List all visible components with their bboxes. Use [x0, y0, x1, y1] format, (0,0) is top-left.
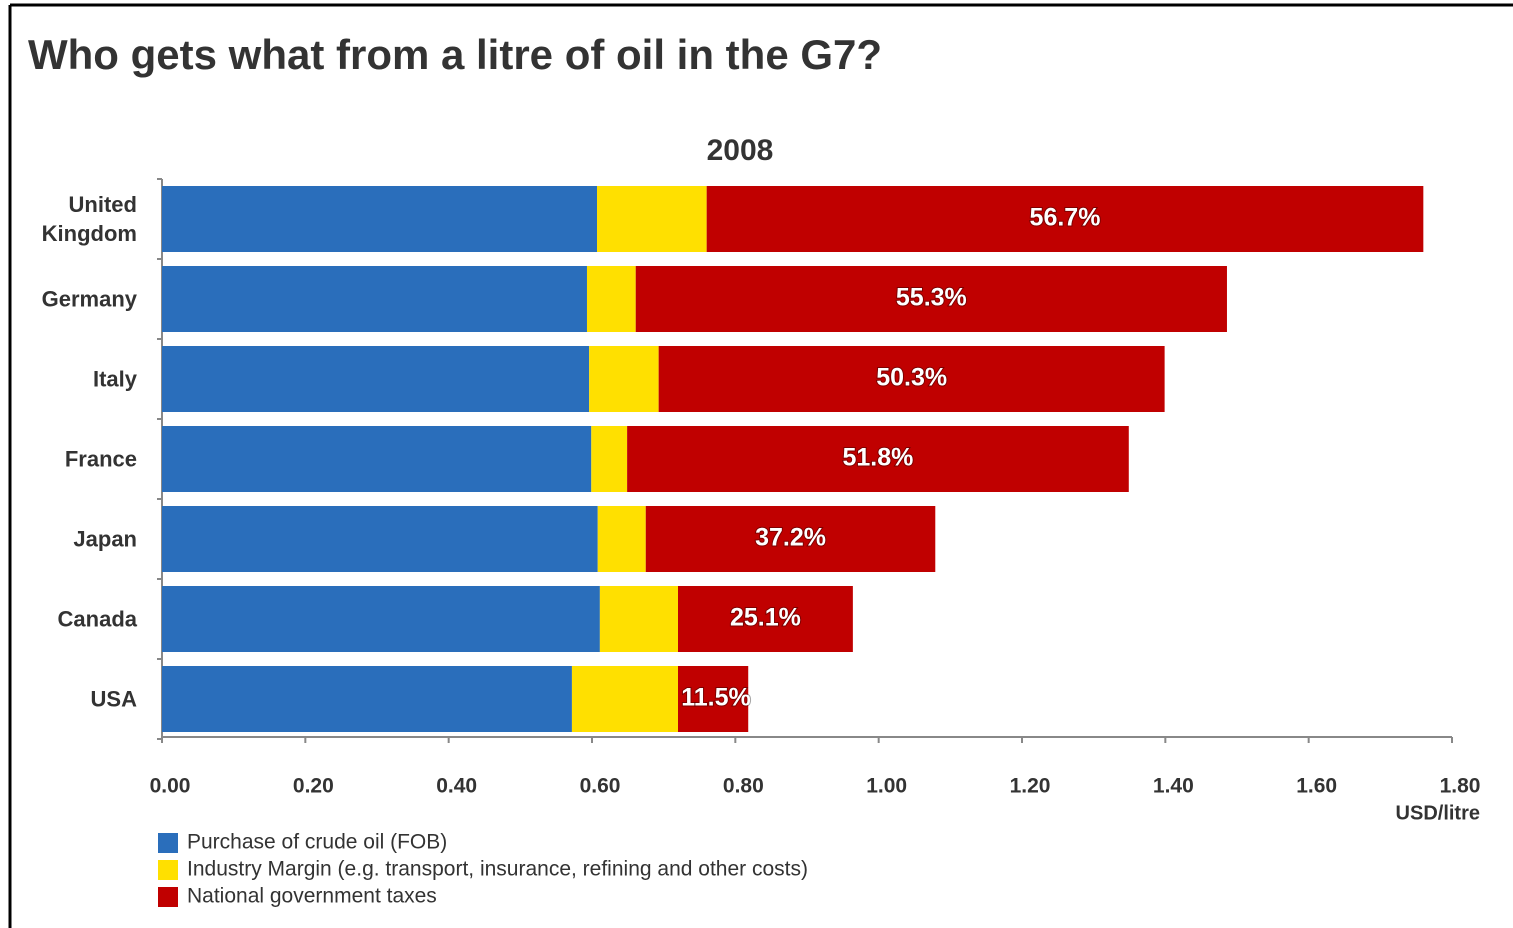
- share-label: 51.8%: [843, 444, 914, 472]
- bar-segment: [627, 426, 1129, 492]
- x-tick-label: 0.60: [580, 775, 621, 798]
- bar-segment: [591, 426, 628, 492]
- y-tick-label: Germany: [41, 286, 137, 312]
- legend-swatch: [158, 833, 178, 853]
- share-label: 55.3%: [896, 284, 967, 312]
- chart-subtitle: 2008: [707, 134, 774, 167]
- x-tick-label: 1.20: [1010, 775, 1051, 798]
- bar-segment: [635, 266, 1227, 332]
- share-label: 25.1%: [730, 604, 801, 632]
- bar-segment: [599, 586, 678, 652]
- x-tick-label: 1.80: [1440, 775, 1481, 798]
- x-tick-label: 0.20: [293, 775, 334, 798]
- legend-label: Purchase of crude oil (FOB): [187, 831, 447, 854]
- bar-segment: [162, 666, 572, 732]
- bar-segment: [645, 506, 936, 572]
- legend-swatch: [158, 860, 178, 880]
- x-tick-label: 0.80: [723, 775, 764, 798]
- chart-title: Who gets what from a litre of oil in the…: [28, 31, 882, 78]
- bar-segment: [162, 586, 600, 652]
- bar-segment: [571, 666, 678, 732]
- bar-segment: [706, 186, 1424, 252]
- y-tick-label: USA: [90, 686, 137, 712]
- x-tick-label: 0.40: [436, 775, 477, 798]
- y-tick-label: Japan: [73, 526, 137, 552]
- y-tick-label: France: [64, 446, 137, 472]
- bar-segment: [162, 506, 598, 572]
- x-tick-label: 0.00: [150, 775, 191, 798]
- x-tick-label: 1.60: [1296, 775, 1337, 798]
- x-tick-label: 1.00: [866, 775, 907, 798]
- bar-segment: [678, 666, 749, 732]
- share-label: 37.2%: [755, 524, 826, 552]
- bar-segment: [658, 346, 1165, 412]
- bar-segment: [678, 586, 853, 652]
- bar-segment: [162, 346, 590, 412]
- x-axis-label: USD/litre: [1396, 802, 1480, 824]
- bar-segment: [162, 266, 587, 332]
- share-label: 56.7%: [1030, 204, 1101, 232]
- bar-segment: [597, 186, 707, 252]
- legend-label: National government taxes: [187, 885, 437, 908]
- legend-swatch: [158, 887, 178, 907]
- y-tick-label: Canada: [57, 606, 137, 632]
- share-label: 50.3%: [876, 364, 947, 392]
- legend-label: Industry Margin (e.g. transport, insuran…: [187, 858, 808, 881]
- bar-segment: [162, 426, 592, 492]
- bar-segment: [597, 506, 646, 572]
- bar-segment: [586, 266, 636, 332]
- y-tick-label: United Kingdom: [41, 192, 137, 246]
- x-tick-label: 1.40: [1153, 775, 1194, 798]
- share-label: 11.5%: [681, 684, 751, 712]
- y-tick-label: Italy: [92, 366, 137, 392]
- bar-segment: [589, 346, 659, 412]
- bar-segment: [162, 186, 598, 252]
